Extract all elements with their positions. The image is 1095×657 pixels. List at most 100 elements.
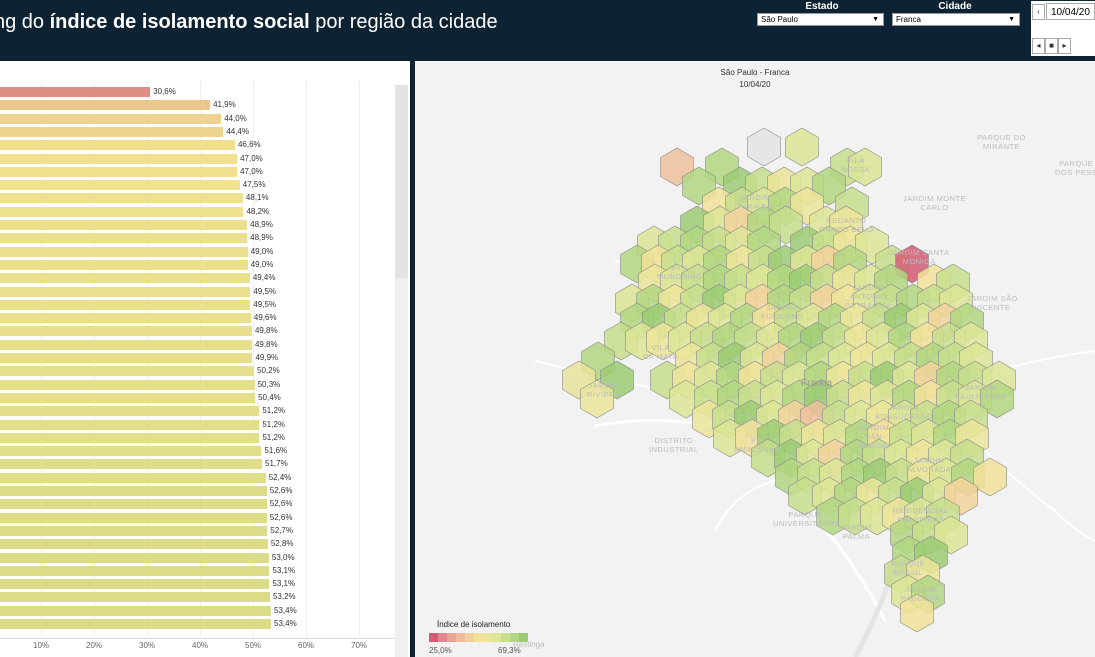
bar-value-label: 48,9% [250, 220, 273, 229]
place-label: PARQUE UNIVERSITÁRIO [773, 510, 838, 528]
legend-swatch [456, 633, 465, 642]
place-label: DISTRITO INDUSTRIAL [649, 436, 699, 454]
play-icon[interactable]: ▸ [1058, 38, 1071, 54]
bar[interactable] [0, 126, 224, 137]
gridline [359, 81, 360, 637]
bar[interactable] [0, 446, 262, 457]
region-hex[interactable] [848, 147, 882, 187]
bar-value-label: 51,2% [262, 406, 286, 416]
bar[interactable] [0, 366, 255, 377]
bar-value-label: 53,1% [272, 579, 296, 589]
bar[interactable] [0, 539, 268, 550]
cidade-select[interactable]: Franca ▼ [892, 13, 1020, 26]
region-hex[interactable] [785, 127, 819, 167]
place-label: PARQUE BRASIL [891, 559, 926, 577]
stop-icon[interactable]: ■ [1045, 38, 1058, 54]
bar[interactable] [0, 565, 270, 576]
step-back-icon[interactable]: ◂ [1032, 38, 1045, 54]
place-label: VILA DA MATA [643, 343, 679, 361]
bar[interactable] [0, 486, 267, 496]
bar[interactable] [0, 552, 269, 563]
bar[interactable] [0, 499, 267, 510]
bar[interactable] [0, 326, 252, 337]
estado-label: Estado [805, 1, 839, 12]
bar[interactable] [0, 140, 235, 151]
bar-value-label: 53,4% [274, 605, 297, 615]
bar[interactable] [0, 299, 251, 310]
legend-swatch [429, 633, 438, 642]
bar[interactable] [0, 472, 266, 483]
place-label: JARDIM BONSUCESSO [875, 403, 933, 421]
bar[interactable] [0, 525, 268, 536]
bar-value-label: 53,0% [271, 552, 295, 562]
bar[interactable] [0, 87, 151, 97]
bar[interactable] [0, 432, 260, 443]
bar[interactable] [0, 392, 256, 403]
bar[interactable] [0, 512, 267, 523]
place-label: JARDIM PULICANO [761, 303, 804, 321]
bar-value-label: 49,4% [252, 273, 276, 283]
bar[interactable] [0, 379, 255, 390]
bar[interactable] [0, 259, 248, 270]
legend-title: Índice de isolamento [437, 620, 511, 629]
bar[interactable] [0, 180, 240, 191]
bar[interactable] [0, 153, 238, 164]
bar[interactable] [0, 286, 251, 297]
bar[interactable] [0, 339, 252, 350]
estado-select[interactable]: São Paulo ▼ [757, 13, 884, 26]
bar[interactable] [0, 459, 262, 470]
bar[interactable] [0, 406, 260, 417]
bar[interactable] [0, 193, 243, 204]
hex-map[interactable] [415, 61, 1095, 657]
bar-value-label: 51,7% [265, 459, 288, 469]
date-control: ‹ 10/04/20 ◂ ■ ▸ [1031, 1, 1095, 56]
x-tick-label: 20% [85, 641, 103, 650]
hex-grid[interactable] [562, 127, 1016, 633]
bar-value-label: 49,5% [253, 286, 277, 296]
bar-value-label: 51,2% [262, 419, 286, 429]
x-tick-label: 30% [138, 641, 156, 650]
place-label: JARDIM SANTA MONICA [889, 248, 950, 266]
x-axis [0, 638, 395, 639]
bar-value-label: 48,2% [246, 206, 270, 216]
bar[interactable] [0, 313, 251, 324]
region-hex[interactable] [900, 593, 934, 633]
chevron-down-icon: ▼ [872, 16, 879, 23]
bar[interactable] [0, 605, 272, 616]
date-input[interactable]: 10/04/20 [1046, 3, 1095, 20]
region-hex[interactable] [747, 127, 781, 167]
bar[interactable] [0, 273, 250, 284]
region-hex[interactable] [580, 379, 614, 419]
bar-value-label: 48,9% [250, 233, 273, 243]
bar-value-label: 49,0% [250, 246, 274, 256]
bar[interactable] [0, 246, 248, 257]
bar[interactable] [0, 233, 248, 244]
bar[interactable] [0, 166, 238, 177]
bar-value-label: 53,2% [272, 592, 296, 602]
bar-value-label: 52,4% [268, 472, 292, 482]
scrollbar-thumb[interactable] [395, 85, 408, 278]
bar-value-label: 52,7% [270, 525, 293, 535]
bar[interactable] [0, 220, 248, 230]
legend-swatch [510, 633, 519, 642]
place-label: JARDIM PALMA [841, 523, 872, 541]
bar-value-label: 50,3% [257, 379, 281, 389]
legend-swatch [438, 633, 447, 642]
bar-value-label: 49,9% [255, 353, 279, 362]
bar[interactable] [0, 100, 211, 111]
bar[interactable] [0, 619, 272, 629]
legend-swatch [501, 633, 510, 642]
map-panel[interactable]: São Paulo - Franca 10/04/20 PARQUE DO MIR… [415, 61, 1095, 657]
bar-value-label: 49,8% [254, 326, 278, 336]
place-label: RESIDENCIAL PALMEIRAS [893, 506, 949, 524]
bar[interactable] [0, 206, 244, 217]
legend-swatch [447, 633, 456, 642]
chevron-left-icon[interactable]: ‹ [1032, 4, 1045, 20]
bar[interactable] [0, 579, 270, 590]
bar[interactable] [0, 353, 253, 363]
place-label: JARDIM RIVIERA [587, 381, 621, 399]
bar[interactable] [0, 419, 260, 430]
bar[interactable] [0, 592, 270, 603]
bar[interactable] [0, 113, 222, 124]
bar-value-label: 51,6% [264, 446, 288, 456]
